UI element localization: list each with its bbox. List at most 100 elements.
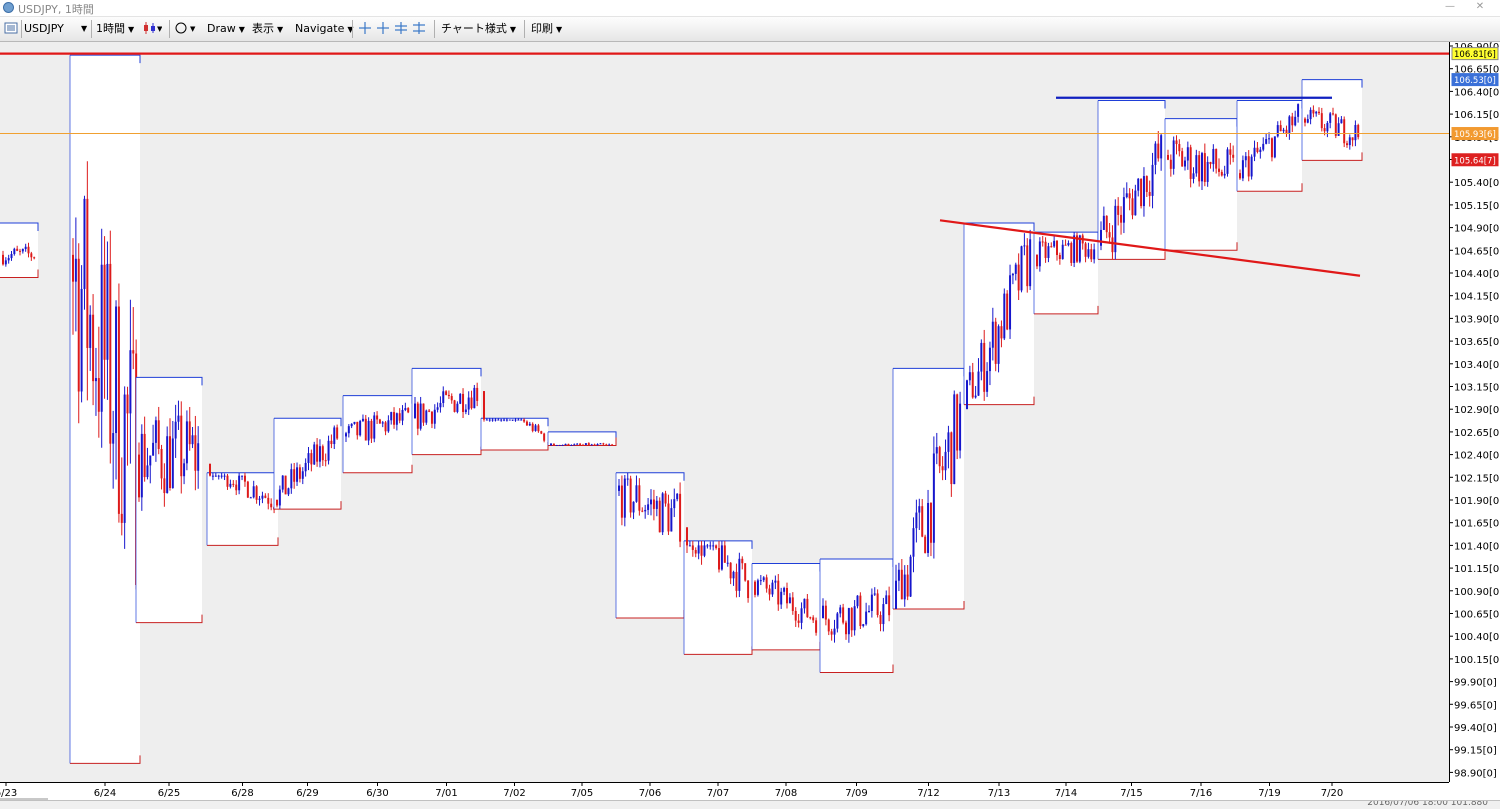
candle-body bbox=[350, 423, 353, 427]
daily-low-line bbox=[964, 396, 1035, 406]
candle-body bbox=[845, 622, 847, 635]
candle-body bbox=[664, 493, 667, 504]
chevron-down-icon: ▼ bbox=[238, 25, 245, 34]
candle-body bbox=[1175, 140, 1178, 145]
candle-body bbox=[464, 409, 467, 413]
daily-range-box bbox=[548, 431, 616, 446]
circle-tool-button[interactable]: ▼ bbox=[174, 21, 198, 37]
candle-body bbox=[447, 394, 450, 397]
candle-body bbox=[1206, 161, 1209, 182]
draw-menu[interactable]: Draw ▼ bbox=[207, 21, 245, 37]
candle-body bbox=[86, 198, 89, 348]
daily-high-line bbox=[136, 376, 203, 386]
candle-body bbox=[33, 257, 36, 259]
candle-body bbox=[100, 264, 103, 412]
candle-body bbox=[561, 444, 564, 446]
candle-body bbox=[106, 263, 109, 360]
candle-body bbox=[1288, 116, 1291, 134]
candle-body bbox=[264, 495, 267, 498]
timeframe-selector[interactable]: 1時間 ▼ bbox=[96, 21, 134, 37]
candle-body bbox=[359, 420, 362, 436]
candle-body bbox=[488, 419, 491, 421]
price-tick-label: 102.15[0] bbox=[1454, 473, 1500, 484]
svg-text:▼: ▼ bbox=[190, 25, 196, 33]
candle-body bbox=[732, 571, 735, 579]
minimize-button[interactable]: — bbox=[1445, 1, 1455, 12]
time-tick-label: 6/25 bbox=[158, 788, 180, 799]
candle-body bbox=[1020, 246, 1023, 291]
close-button[interactable]: ✕ bbox=[1475, 1, 1485, 12]
candle-body bbox=[1011, 273, 1014, 276]
candle-type-button[interactable]: ▼ bbox=[142, 21, 163, 37]
candle-body bbox=[476, 387, 479, 401]
candle-body bbox=[1058, 255, 1061, 260]
candle-body bbox=[281, 475, 284, 490]
candle-body bbox=[744, 563, 747, 581]
candle-body bbox=[859, 595, 862, 627]
time-tick-label: 6/29 bbox=[296, 788, 318, 799]
price-tick-label: 101.90[0] bbox=[1454, 496, 1500, 507]
candle-body bbox=[1151, 164, 1154, 196]
symbol-selector[interactable]: USDJPY ▼ bbox=[24, 21, 88, 37]
display-menu[interactable]: 表示 ▼ bbox=[252, 21, 283, 37]
candle-body bbox=[1192, 173, 1195, 179]
crosshair-icons[interactable] bbox=[357, 21, 433, 37]
candle-body bbox=[1334, 114, 1337, 136]
candle-body bbox=[336, 427, 339, 439]
navigate-menu[interactable]: Navigate ▼ bbox=[295, 21, 354, 37]
candle-body bbox=[885, 595, 888, 605]
candle-body bbox=[1304, 118, 1306, 123]
candle-body bbox=[830, 631, 833, 635]
candle-body bbox=[1229, 149, 1232, 155]
chart-menu-icon[interactable] bbox=[4, 21, 18, 37]
candle-body bbox=[947, 432, 950, 452]
price-tick-label: 103.65[0] bbox=[1454, 337, 1500, 348]
candle-body bbox=[791, 597, 794, 611]
chart-svg[interactable]: 106.90[0]106.65[0]106.40[0]106.15[0]105.… bbox=[0, 42, 1500, 800]
candle-body bbox=[401, 409, 404, 421]
print-menu[interactable]: 印刷 ▼ bbox=[531, 21, 562, 37]
price-chart[interactable]: 106.90[0]106.65[0]106.40[0]106.15[0]105.… bbox=[0, 42, 1500, 800]
candle-body bbox=[1053, 240, 1056, 247]
candle-body bbox=[7, 258, 10, 261]
candle-body bbox=[1087, 249, 1090, 257]
candle-body bbox=[700, 545, 703, 556]
candle-body bbox=[508, 419, 511, 421]
price-marker-label: 106.81[6] bbox=[1454, 50, 1496, 60]
time-tick-label: 7/08 bbox=[775, 788, 797, 799]
candle-body bbox=[115, 306, 118, 434]
candle-body bbox=[353, 421, 356, 424]
chart-style-menu[interactable]: チャート様式 ▼ bbox=[441, 21, 516, 37]
candle-body bbox=[1337, 123, 1340, 136]
candle-body bbox=[83, 198, 86, 289]
candle-body bbox=[839, 607, 842, 614]
candle-body bbox=[635, 485, 638, 502]
candle-body bbox=[387, 420, 390, 432]
price-tick-label: 101.40[0] bbox=[1454, 541, 1500, 552]
price-tick-label: 101.65[0] bbox=[1454, 519, 1500, 530]
candle-body bbox=[361, 418, 364, 421]
candle-body bbox=[505, 419, 508, 421]
candle-body bbox=[74, 258, 77, 282]
candle-body bbox=[1209, 161, 1212, 165]
candle-body bbox=[723, 545, 726, 563]
candle-body bbox=[520, 419, 523, 421]
candle-body bbox=[774, 580, 777, 583]
candle-body bbox=[209, 463, 211, 476]
candle-body bbox=[318, 446, 321, 462]
candle-body bbox=[109, 263, 112, 444]
candle-body bbox=[865, 611, 868, 625]
candle-body bbox=[1241, 160, 1244, 179]
svg-text:▼: ▼ bbox=[157, 25, 162, 33]
scrollbar-thumb bbox=[0, 798, 48, 800]
candle-body bbox=[185, 421, 188, 464]
candle-body bbox=[1148, 191, 1151, 196]
candle-body bbox=[1014, 264, 1017, 274]
daily-high-line bbox=[274, 417, 342, 427]
candle-body bbox=[897, 569, 900, 581]
candle-body bbox=[555, 444, 558, 446]
candle-body bbox=[255, 486, 258, 500]
candle-body bbox=[618, 485, 620, 491]
candle-body bbox=[430, 411, 433, 424]
candle-body bbox=[252, 486, 255, 498]
